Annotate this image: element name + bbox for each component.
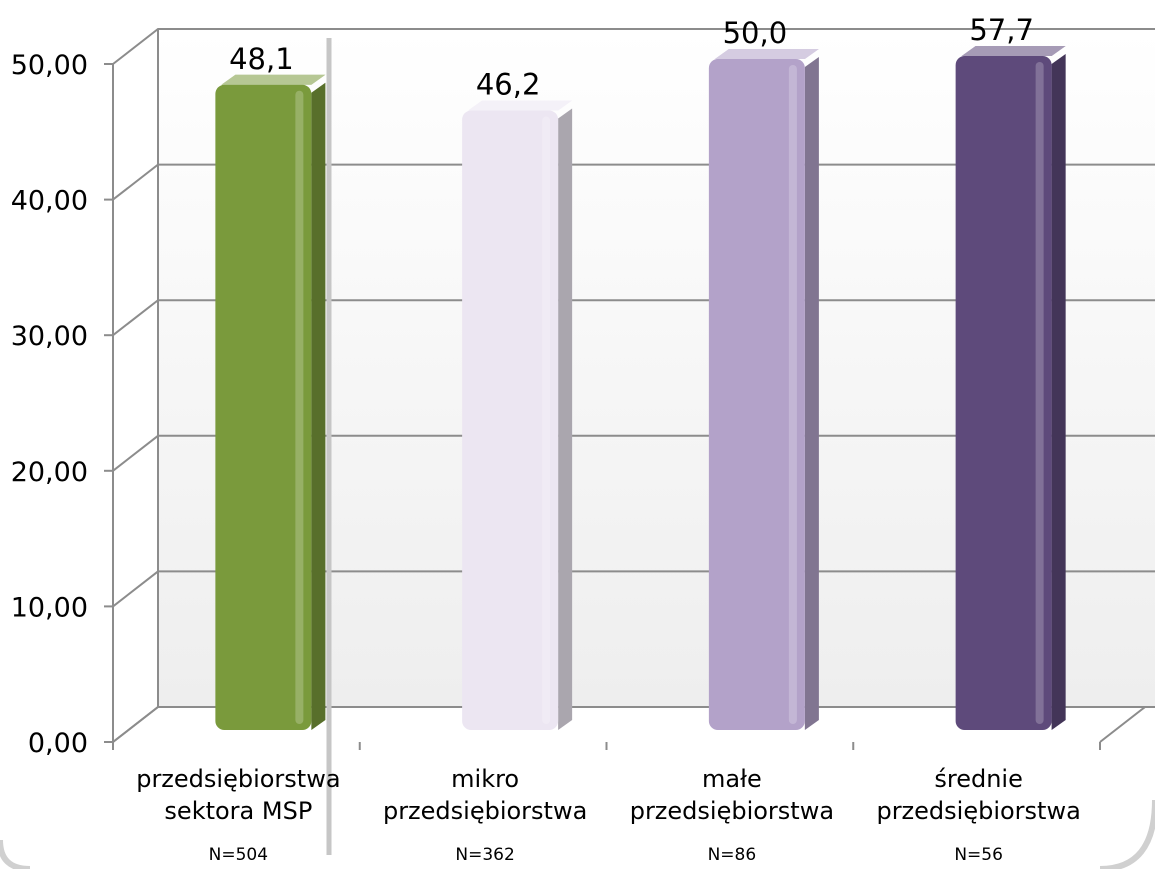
bar-group <box>708 49 819 730</box>
data-label: 48,1 <box>229 42 294 76</box>
labels: 0,00 10,00 20,00 30,00 40,00 50,00 48,1 przedsi… <box>11 13 1081 865</box>
frame-corner-left <box>0 839 31 869</box>
x-category-label: sektora MSP <box>164 797 312 825</box>
bar <box>955 56 1052 730</box>
bar <box>215 84 312 731</box>
bar-top-highlight <box>961 46 1066 56</box>
bar-side-shade <box>804 57 819 730</box>
x-category-label: średnie <box>934 765 1023 793</box>
sample-size-label: N=56 <box>954 845 1003 865</box>
bar-side <box>558 108 573 730</box>
bar-side-shade <box>311 82 326 731</box>
axes <box>0 29 1155 869</box>
bar-side <box>804 57 819 730</box>
data-label: 46,2 <box>476 68 541 102</box>
bar-group <box>462 100 573 730</box>
sample-size-label: N=362 <box>455 845 514 865</box>
floor <box>112 706 1148 743</box>
x-category-label: przedsiębiorstwa <box>383 797 587 825</box>
bar-side <box>1051 54 1066 730</box>
sample-size-label: N=504 <box>209 845 268 865</box>
bar-group <box>955 46 1066 730</box>
x-category-label: przedsiębiorstwa <box>136 765 340 793</box>
data-label: 57,7 <box>969 13 1034 47</box>
y-tick-label: 40,00 <box>11 186 88 217</box>
bar-side-shade <box>1051 54 1066 730</box>
bar-top-highlight <box>714 49 819 59</box>
x-category-label: małe <box>702 765 762 793</box>
bar-top-highlight <box>221 74 326 85</box>
bar-top <box>221 74 326 85</box>
bar-highlight <box>295 90 304 725</box>
y-tick-label: 0,00 <box>28 728 88 759</box>
y-tick-label: 10,00 <box>11 592 88 623</box>
bar <box>708 59 805 730</box>
bar-top <box>468 100 573 111</box>
x-category-label: przedsiębiorstwa <box>630 797 834 825</box>
bar-highlight <box>788 65 797 724</box>
bar-side-shade <box>558 108 573 730</box>
bar-highlight <box>542 116 551 724</box>
bar-highlight <box>1035 62 1044 724</box>
bars <box>215 46 1066 731</box>
x-category-label: przedsiębiorstwa <box>876 797 1080 825</box>
y-tick-label: 50,00 <box>11 50 88 81</box>
bar-top <box>961 46 1066 56</box>
bar-side <box>311 82 326 731</box>
y-tick-label: 20,00 <box>11 457 88 488</box>
bar-group <box>215 74 326 731</box>
bar-top <box>714 49 819 59</box>
x-category-label: mikro <box>451 765 519 793</box>
back-wall <box>158 29 1155 707</box>
frame-corner-right <box>1099 799 1155 869</box>
bar-top-highlight <box>468 100 573 111</box>
bar <box>462 110 559 730</box>
y-tick-label: 30,00 <box>11 321 88 352</box>
sample-size-label: N=86 <box>708 845 757 865</box>
data-label: 50,0 <box>723 16 788 50</box>
